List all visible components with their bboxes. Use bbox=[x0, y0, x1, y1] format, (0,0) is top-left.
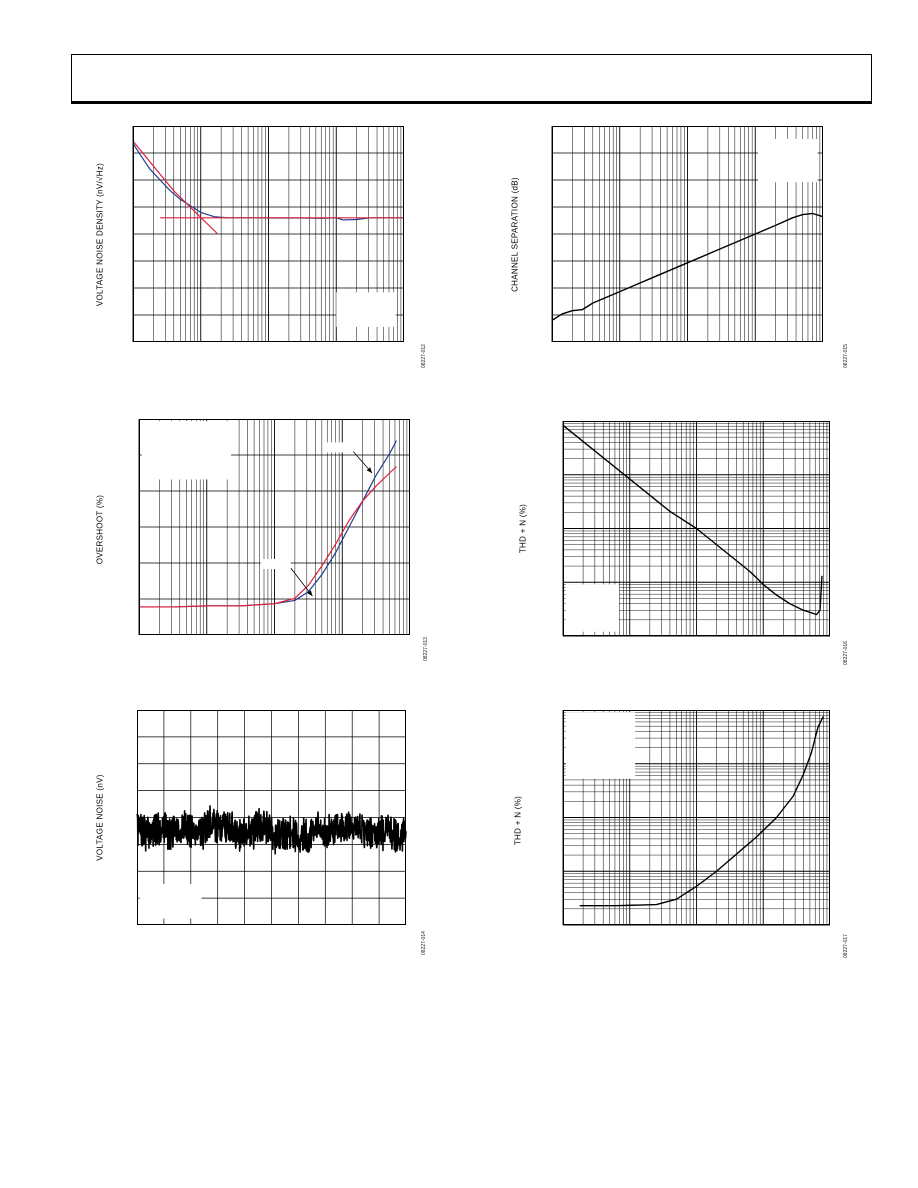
c1-grid bbox=[132, 126, 404, 342]
c1-frame bbox=[133, 126, 404, 342]
c2-frame bbox=[552, 126, 823, 342]
c4-legend-box bbox=[565, 584, 620, 632]
c3-arrowhead-0 bbox=[366, 467, 373, 473]
chart-overshoot bbox=[138, 419, 410, 635]
chart-voltage-noise-time-figure-id: 08227-014 bbox=[421, 931, 427, 955]
c2-series-0 bbox=[551, 212, 824, 321]
chart-voltage-noise-time-ylabel: VOLTAGE NOISE (nV) bbox=[95, 774, 105, 861]
c5-legend-box bbox=[139, 884, 202, 919]
chart-channel-separation bbox=[551, 126, 824, 342]
chart-channel-separation-ylabel: CHANNEL SEPARATION (dB) bbox=[510, 177, 520, 292]
chart-overshoot-figure-id: 08227-013 bbox=[423, 637, 429, 661]
c6-frame bbox=[563, 710, 830, 925]
c3-arrowhead-1 bbox=[307, 590, 313, 597]
c5-series-0 bbox=[136, 805, 407, 855]
c1-legend-box bbox=[336, 292, 396, 327]
c3-series-1 bbox=[139, 466, 397, 608]
page-header-box bbox=[71, 54, 872, 102]
chart-thd-n-amplitude-figure-id: 08227-017 bbox=[843, 934, 849, 958]
c4-frame bbox=[563, 421, 830, 636]
c3-arrow-1 bbox=[290, 567, 313, 597]
chart-overshoot-ylabel: OVERSHOOT (%) bbox=[95, 494, 105, 565]
chart-voltage-noise-time bbox=[136, 710, 407, 925]
c1-series-1 bbox=[132, 140, 219, 235]
chart-thd-n-frequency-ylabel: THD + N (%) bbox=[518, 503, 528, 554]
c4-series-0 bbox=[562, 424, 823, 616]
c6-series-0 bbox=[579, 716, 824, 907]
chart-channel-separation-figure-id: 08227-015 bbox=[843, 344, 849, 368]
c3-legend-box bbox=[141, 421, 232, 480]
c3-frame bbox=[139, 419, 410, 635]
c3-arrow-label-box-0 bbox=[323, 442, 354, 453]
chart-thd-n-amplitude bbox=[562, 710, 830, 926]
c5-frame bbox=[137, 710, 406, 925]
c6-grid bbox=[562, 710, 830, 926]
chart-voltage-noise-density-figure-id: 08227-012 bbox=[421, 344, 427, 368]
c3-arrow-label-box-1 bbox=[260, 559, 291, 570]
chart-voltage-noise-density-ylabel: VOLTAGE NOISE DENSITY (nV/√Hz) bbox=[95, 162, 105, 307]
c6-legend-box bbox=[565, 712, 636, 779]
chart-thd-n-frequency bbox=[562, 421, 830, 637]
c2-legend-box bbox=[757, 138, 818, 183]
header-rule bbox=[71, 101, 872, 104]
chart-thd-n-amplitude-ylabel: THD + N (%) bbox=[513, 795, 523, 846]
chart-thd-n-frequency-figure-id: 08227-016 bbox=[843, 641, 849, 665]
chart-voltage-noise-density bbox=[132, 126, 404, 342]
